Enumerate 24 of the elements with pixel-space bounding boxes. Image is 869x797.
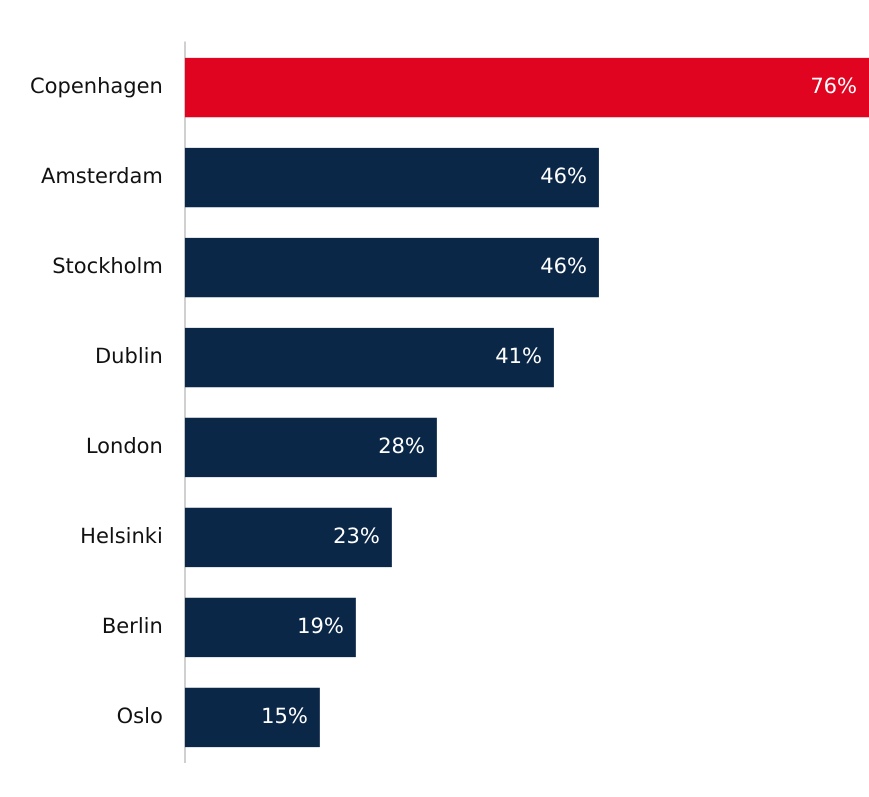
data-label: 23%: [333, 524, 380, 548]
bar: [184, 58, 869, 118]
y-tick-label: Dublin: [95, 344, 163, 368]
bar: [184, 508, 392, 568]
data-label: 19%: [297, 614, 344, 638]
data-label: 28%: [378, 434, 425, 458]
data-label: 15%: [261, 704, 308, 728]
bar: [184, 148, 599, 208]
y-tick-label: Oslo: [116, 704, 163, 728]
data-label: 46%: [540, 254, 587, 278]
bar: [184, 418, 437, 478]
y-tick-label: Helsinki: [80, 524, 163, 548]
bar: [184, 598, 356, 658]
data-label: 41%: [495, 344, 542, 368]
bar: [184, 238, 599, 298]
bar: [184, 688, 320, 748]
y-tick-label: Copenhagen: [30, 74, 163, 98]
data-label: 76%: [810, 74, 857, 98]
y-tick-label: Stockholm: [52, 254, 163, 278]
bar: [184, 328, 554, 388]
data-label: 46%: [540, 164, 587, 188]
y-tick-label: Berlin: [102, 614, 163, 638]
y-tick-label: London: [86, 434, 163, 458]
y-tick-label: Amsterdam: [40, 164, 163, 188]
